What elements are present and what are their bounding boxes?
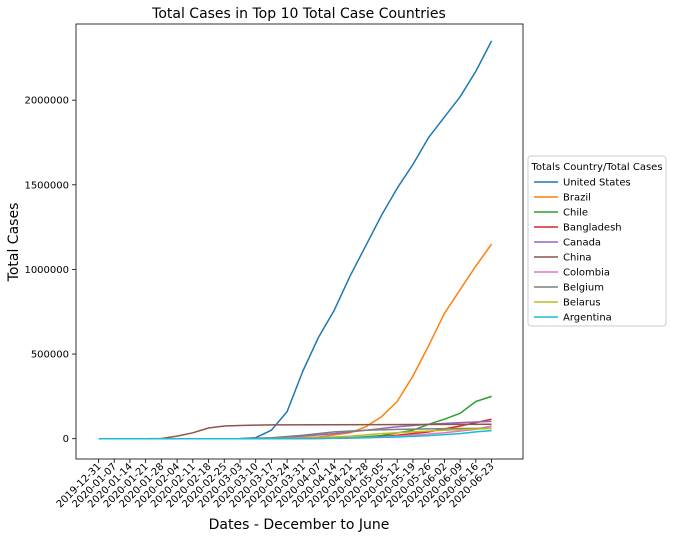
- legend-label: Belarus: [563, 298, 601, 309]
- x-axis-label: Dates - December to June: [209, 517, 390, 533]
- legend-label: Colombia: [563, 268, 610, 279]
- y-axis: 0 500000 1000000 1500000 2000000: [24, 96, 76, 445]
- legend: Totals Country/Total Cases United States…: [527, 155, 667, 327]
- y-tick-label: 2000000: [24, 96, 69, 107]
- legend-label: Belgium: [563, 283, 604, 294]
- y-tick-label: 1000000: [24, 265, 69, 276]
- legend-label: Bangladesh: [563, 223, 622, 234]
- legend-label: China: [563, 253, 592, 264]
- series-lines: [98, 40, 493, 440]
- y-axis-label: Total Cases: [6, 203, 22, 283]
- y-tick-label: 0: [63, 434, 69, 445]
- chart-title: Total Cases in Top 10 Total Case Countri…: [151, 6, 446, 22]
- series-line-argentina: [98, 429, 492, 440]
- y-tick-label: 1500000: [24, 180, 69, 191]
- plot-frame: [75, 23, 524, 460]
- legend-label: Canada: [563, 238, 601, 249]
- legend-label: Argentina: [563, 313, 612, 324]
- legend-box: [527, 155, 667, 327]
- legend-title: Totals Country/Total Cases: [530, 162, 662, 173]
- legend-label: United States: [563, 178, 631, 189]
- legend-label: Brazil: [563, 193, 591, 204]
- legend-label: Chile: [563, 208, 588, 219]
- y-tick-label: 500000: [31, 350, 69, 361]
